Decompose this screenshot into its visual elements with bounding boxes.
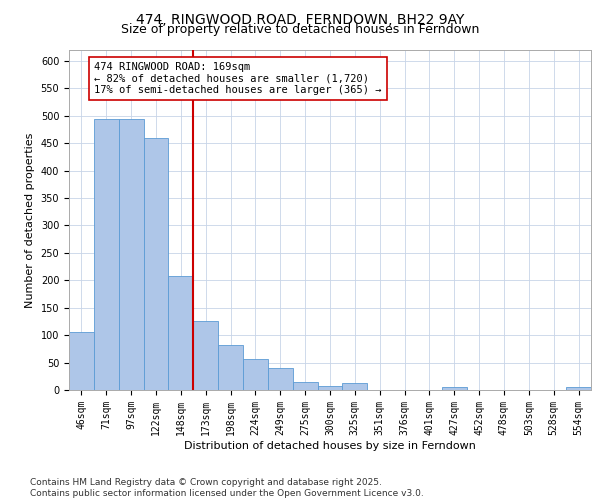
Bar: [69, 332, 94, 390]
Bar: [169, 276, 193, 390]
Text: 474, RINGWOOD ROAD, FERNDOWN, BH22 9AY: 474, RINGWOOD ROAD, FERNDOWN, BH22 9AY: [136, 12, 464, 26]
Text: Contains HM Land Registry data © Crown copyright and database right 2025.
Contai: Contains HM Land Registry data © Crown c…: [30, 478, 424, 498]
Bar: [293, 382, 317, 390]
Bar: [143, 138, 169, 390]
Bar: [268, 368, 293, 390]
Bar: [566, 386, 591, 390]
Bar: [218, 345, 243, 390]
Bar: [243, 358, 268, 390]
Bar: [343, 384, 367, 390]
X-axis label: Distribution of detached houses by size in Ferndown: Distribution of detached houses by size …: [184, 440, 476, 450]
Bar: [193, 322, 218, 390]
Text: Size of property relative to detached houses in Ferndown: Size of property relative to detached ho…: [121, 24, 479, 36]
Bar: [94, 118, 119, 390]
Text: 474 RINGWOOD ROAD: 169sqm
← 82% of detached houses are smaller (1,720)
17% of se: 474 RINGWOOD ROAD: 169sqm ← 82% of detac…: [94, 62, 382, 96]
Bar: [317, 386, 343, 390]
Bar: [442, 386, 467, 390]
Y-axis label: Number of detached properties: Number of detached properties: [25, 132, 35, 308]
Bar: [119, 118, 143, 390]
